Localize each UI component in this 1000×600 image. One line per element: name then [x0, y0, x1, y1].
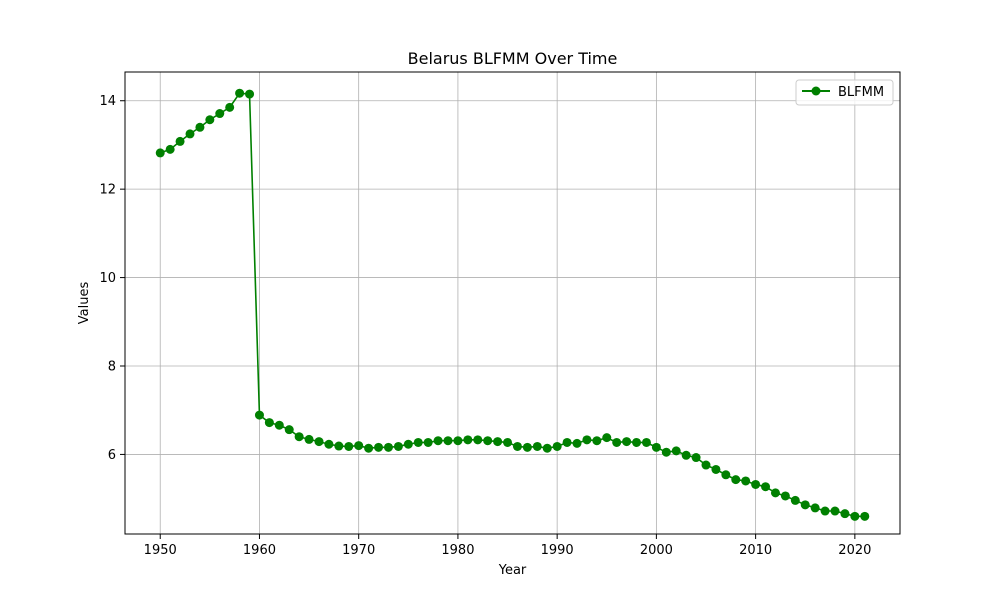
- data-point: [641, 437, 651, 447]
- data-point: [245, 89, 255, 99]
- x-tick-label: 1970: [342, 543, 375, 558]
- x-tick-label: 1950: [144, 543, 177, 558]
- data-point: [711, 464, 721, 474]
- data-point: [751, 479, 761, 489]
- data-point: [443, 436, 453, 446]
- data-point: [344, 441, 354, 451]
- data-point: [165, 144, 175, 154]
- series-line-blfmm: [159, 92, 865, 518]
- data-point: [225, 102, 235, 112]
- x-tick-label: 1960: [243, 543, 276, 558]
- data-point: [264, 418, 274, 428]
- x-axis-label: Year: [498, 563, 527, 578]
- data-point: [284, 425, 294, 435]
- x-tick-label: 1990: [541, 543, 574, 558]
- data-point: [175, 136, 185, 146]
- x-tick-label: 2000: [640, 543, 673, 558]
- data-point: [820, 506, 830, 516]
- data-point: [155, 148, 165, 158]
- data-point: [374, 442, 384, 452]
- y-axis-ticks: 6 8 10 12 14: [99, 94, 125, 463]
- data-point: [622, 437, 632, 447]
- x-axis-ticks: 1950 1960 1970 1980 1990 2000 2010 2020: [144, 534, 871, 558]
- data-point: [701, 460, 711, 470]
- data-point: [205, 115, 215, 125]
- data-point: [532, 441, 542, 451]
- gridlines: [125, 72, 900, 534]
- data-point: [235, 88, 245, 98]
- data-point: [840, 509, 850, 519]
- y-tick-label: 12: [99, 183, 116, 198]
- data-point: [741, 476, 751, 486]
- data-point: [681, 450, 691, 460]
- y-tick-label: 6: [108, 448, 116, 463]
- data-point: [433, 436, 443, 446]
- data-point: [572, 438, 582, 448]
- data-point: [383, 442, 393, 452]
- y-tick-label: 10: [99, 271, 116, 286]
- data-point: [393, 441, 403, 451]
- y-axis-label: Values: [77, 282, 92, 325]
- data-point: [195, 122, 205, 132]
- data-point: [413, 437, 423, 447]
- data-point: [721, 470, 731, 480]
- data-point: [314, 437, 324, 447]
- data-point: [850, 511, 860, 521]
- data-point: [522, 442, 532, 452]
- data-point: [810, 503, 820, 513]
- data-point: [542, 443, 552, 453]
- y-tick-label: 8: [108, 360, 116, 375]
- data-point: [860, 511, 870, 521]
- data-point: [671, 446, 681, 456]
- chart-title: Belarus BLFMM Over Time: [408, 49, 618, 68]
- data-point: [483, 436, 493, 446]
- legend: BLFMM: [795, 79, 894, 106]
- data-point: [254, 410, 264, 420]
- data-point: [651, 442, 661, 452]
- plot-frame: [124, 71, 901, 535]
- data-point: [632, 437, 642, 447]
- data-point: [423, 437, 433, 447]
- data-point: [354, 441, 364, 451]
- series-layer: [155, 88, 870, 521]
- data-point: [691, 453, 701, 463]
- data-point: [463, 435, 473, 445]
- data-point: [582, 435, 592, 445]
- x-tick-label: 1980: [441, 543, 474, 558]
- data-point: [503, 437, 513, 447]
- data-point: [761, 482, 771, 492]
- data-point: [562, 437, 572, 447]
- data-point: [830, 506, 840, 516]
- data-point: [304, 434, 314, 444]
- legend-entry-blfmm: BLFMM: [838, 85, 884, 100]
- data-point: [661, 447, 671, 457]
- data-point: [790, 495, 800, 505]
- data-point: [770, 488, 780, 498]
- data-point: [552, 441, 562, 451]
- data-point: [800, 500, 810, 510]
- data-point: [602, 433, 612, 443]
- data-point: [274, 420, 284, 430]
- data-point: [403, 439, 413, 449]
- y-tick-label: 14: [99, 94, 116, 109]
- data-point: [215, 109, 225, 119]
- data-point: [493, 437, 503, 447]
- data-point: [612, 437, 622, 447]
- data-point: [453, 436, 463, 446]
- data-point: [592, 436, 602, 446]
- data-point: [731, 475, 741, 485]
- data-point: [473, 435, 483, 445]
- data-point: [512, 441, 522, 451]
- data-point: [780, 491, 790, 501]
- x-tick-label: 2020: [838, 543, 871, 558]
- data-point: [364, 443, 374, 453]
- data-point: [294, 432, 304, 442]
- legend-marker-swatch: [811, 86, 821, 96]
- legend-box: [795, 79, 894, 106]
- x-tick-label: 2010: [739, 543, 772, 558]
- data-point: [324, 439, 334, 449]
- data-point: [185, 129, 195, 139]
- data-point: [334, 441, 344, 451]
